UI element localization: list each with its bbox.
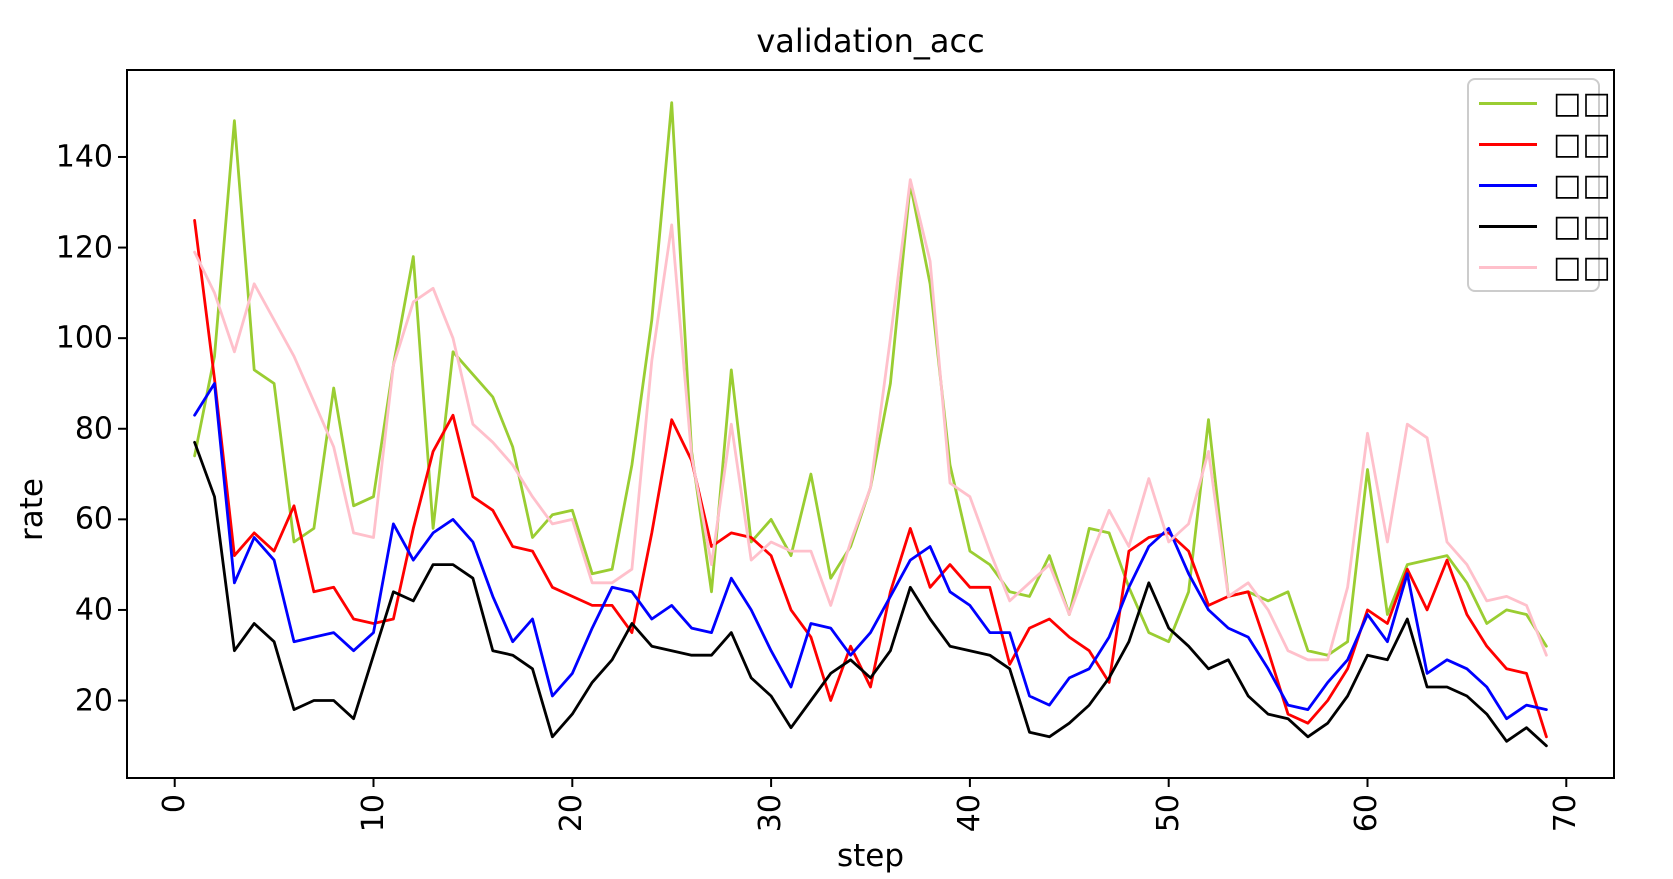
y-tick-label: 60 (74, 501, 113, 537)
y-tick-label: 140 (55, 139, 113, 175)
legend-entry: □□ (1469, 206, 1611, 247)
x-tick-label: 70 (1548, 794, 1584, 833)
x-axis-label: step (836, 838, 905, 874)
legend-label: □□ (1553, 126, 1612, 162)
x-tick-label: 10 (355, 794, 391, 833)
legend-label: □□ (1553, 167, 1612, 203)
legend-entry: □□ (1469, 165, 1611, 206)
x-tick-label: 20 (554, 794, 590, 833)
x-tick-label: 0 (156, 794, 192, 814)
legend-line-sample (1479, 266, 1537, 269)
legend-line-sample (1479, 143, 1537, 146)
legend-entry: □□ (1469, 124, 1611, 165)
legend-line-sample (1479, 184, 1537, 187)
y-axis-label: rate (14, 478, 50, 541)
series-line-4 (193, 178, 1548, 662)
axes-spines (126, 69, 1615, 779)
x-tick-label: 50 (1150, 794, 1186, 833)
y-tick-label: 20 (74, 683, 113, 719)
series-line-2 (193, 382, 1548, 721)
series-line-0 (193, 101, 1548, 657)
series-line-1 (193, 218, 1548, 739)
series-line-3 (193, 440, 1548, 748)
x-tick-label: 60 (1349, 794, 1385, 833)
y-tick-label: 100 (55, 320, 113, 356)
legend-entry: □□ (1469, 83, 1611, 124)
legend-line-sample (1479, 225, 1537, 228)
y-tick-label: 80 (74, 411, 113, 447)
y-tick-label: 40 (74, 592, 113, 628)
legend-label: □□ (1553, 249, 1612, 285)
y-tick-label: 120 (55, 230, 113, 266)
x-tick-label: 40 (951, 794, 987, 833)
x-tick-label: 30 (753, 794, 789, 833)
legend-label: □□ (1553, 85, 1612, 121)
legend-line-sample (1479, 102, 1537, 105)
legend-entry: □□ (1469, 247, 1611, 288)
chart-title: validation_acc (756, 22, 985, 60)
legend-label: □□ (1553, 208, 1612, 244)
legend: □□ □□ □□ □□ □□ (1467, 78, 1611, 292)
